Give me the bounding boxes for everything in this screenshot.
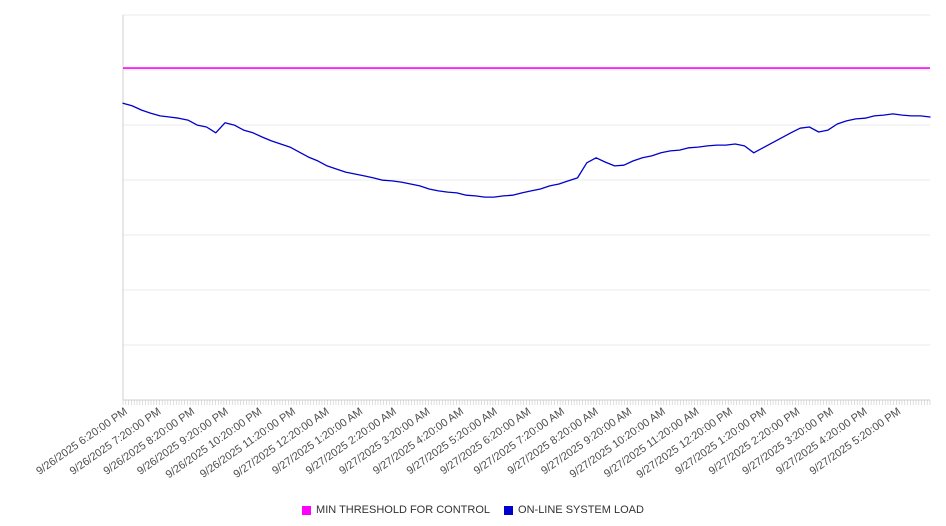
line-chart-plot-area: 9/26/2025 6:20:00 PM 9/26/2025 7:20:00 PM… <box>34 14 931 481</box>
system-load-color-swatch-icon <box>504 505 514 515</box>
min-threshold-color-swatch-icon <box>302 505 312 515</box>
chart-svg: 9/26/2025 6:20:00 PM9/26/2025 7:20:00 PM… <box>34 14 931 481</box>
legend-label-min-threshold: MIN THRESHOLD FOR CONTROL <box>316 504 491 516</box>
legend-item-min-threshold[interactable]: MIN THRESHOLD FOR CONTROL <box>302 504 490 516</box>
legend-label-system-load: ON-LINE SYSTEM LOAD <box>518 504 644 516</box>
legend-item-system-load[interactable]: ON-LINE SYSTEM LOAD <box>504 504 644 516</box>
series-line-on-line-system-load <box>122 102 931 198</box>
chart-legend: MIN THRESHOLD FOR CONTROL ON-LINE SYSTEM… <box>0 498 946 522</box>
